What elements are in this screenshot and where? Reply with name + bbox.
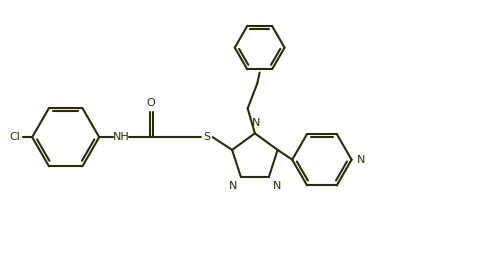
- Text: S: S: [203, 132, 210, 142]
- Text: N: N: [272, 180, 281, 191]
- Text: O: O: [146, 98, 155, 108]
- Text: N: N: [251, 118, 260, 128]
- Text: NH: NH: [112, 132, 129, 142]
- Text: N: N: [228, 180, 237, 191]
- Text: Cl: Cl: [10, 132, 21, 142]
- Text: N: N: [356, 155, 364, 165]
